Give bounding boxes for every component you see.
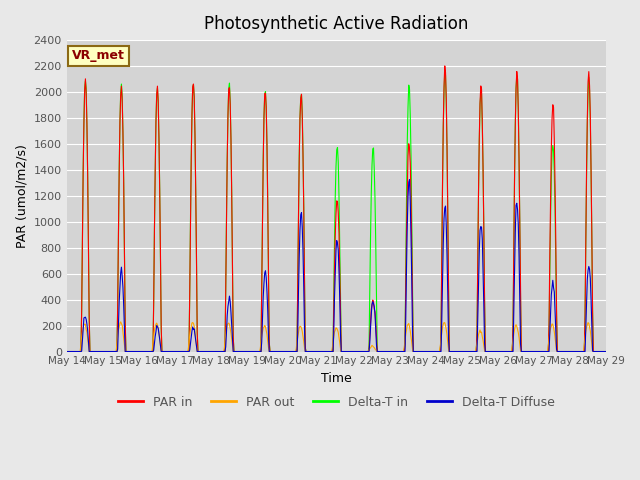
X-axis label: Time: Time [321,372,352,385]
Text: VR_met: VR_met [72,49,125,62]
Legend: PAR in, PAR out, Delta-T in, Delta-T Diffuse: PAR in, PAR out, Delta-T in, Delta-T Dif… [113,391,560,414]
Title: Photosynthetic Active Radiation: Photosynthetic Active Radiation [204,15,468,33]
Y-axis label: PAR (umol/m2/s): PAR (umol/m2/s) [15,144,28,248]
